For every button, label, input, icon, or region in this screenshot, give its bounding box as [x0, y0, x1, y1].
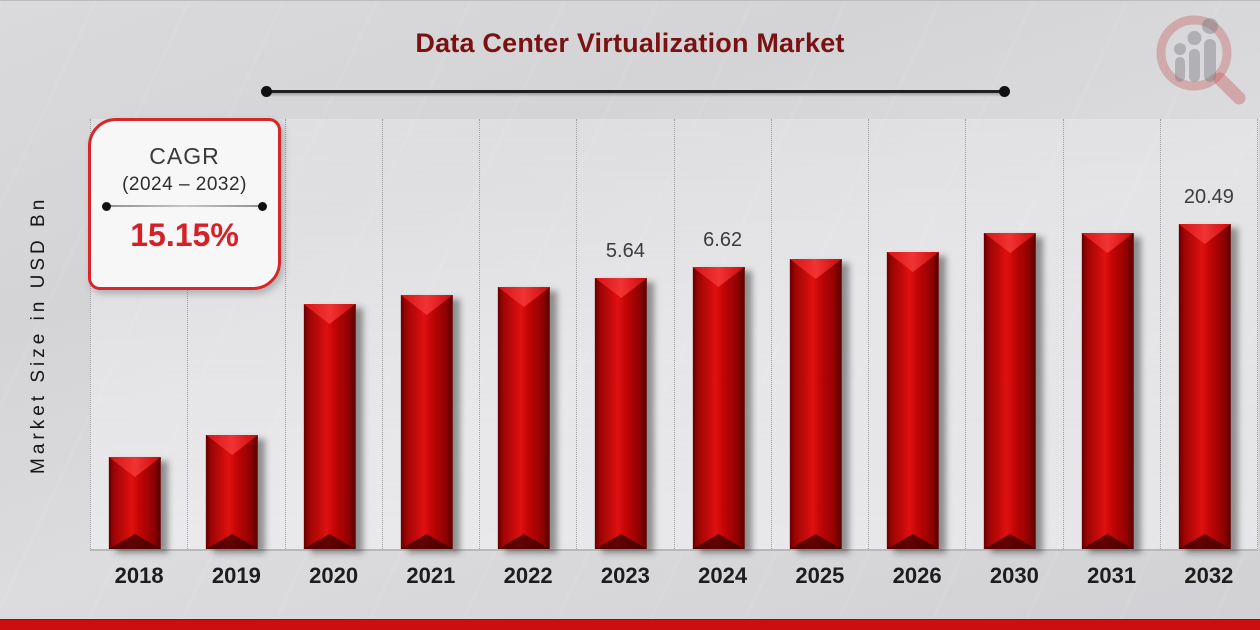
bar-column: 20.49 2032: [1159, 119, 1257, 588]
bar-2031: [1081, 233, 1134, 549]
footer-accent-bar: [0, 619, 1260, 630]
x-axis-tick-label: 2032: [1184, 563, 1234, 588]
bar-2019: [206, 435, 259, 549]
bar-column: 6.62 2024: [673, 119, 771, 588]
cagr-value: 15.15%: [130, 217, 239, 253]
bar-2024: [692, 267, 745, 549]
bar-column: 2026: [868, 119, 965, 588]
cagr-divider: [102, 202, 267, 211]
bar-column: 2030: [965, 119, 1062, 588]
x-axis-tick-label: 2020: [309, 563, 359, 588]
bar-2020: [303, 304, 356, 549]
bar-column: 2020: [284, 119, 382, 588]
x-axis-tick-label: 2019: [211, 563, 261, 588]
x-axis-tick-label: 2021: [406, 563, 456, 588]
x-axis-tick-label: 2022: [503, 563, 553, 588]
plot-area: 2018 2019 2020 2021 2022 5.64 2023 6.62 2024 2025…: [90, 119, 1258, 588]
bar-2018: [108, 457, 161, 549]
bar-column: 2021: [381, 119, 479, 588]
bar-value-label: 20.49: [1183, 186, 1234, 208]
bar-value-label: 5.64: [605, 240, 645, 262]
mrfr-magnifier-chart-logo-icon: [1156, 15, 1246, 105]
x-axis-tick-label: 2026: [892, 563, 942, 588]
x-axis-tick-label: 2031: [1087, 563, 1137, 588]
x-axis-tick-label: 2024: [698, 563, 748, 588]
bar-column: 2019: [187, 119, 284, 588]
bar-2021: [400, 295, 453, 549]
x-axis-tick-label: 2030: [989, 563, 1039, 588]
x-axis-tick-label: 2018: [114, 563, 164, 588]
bar-column: 5.64 2023: [576, 119, 673, 588]
bar-column: 2025: [770, 119, 868, 588]
bar-2032: [1178, 224, 1231, 549]
bar-2026: [886, 252, 939, 549]
bar-column: 2031: [1062, 119, 1160, 588]
bar-2023: [595, 278, 648, 549]
bar-2022: [497, 287, 550, 549]
cagr-label: CAGR: [149, 143, 220, 169]
x-axis-tick-label: 2023: [600, 563, 650, 588]
bar-2030: [984, 233, 1037, 549]
cagr-period: (2024 – 2032): [122, 174, 247, 195]
bar-2025: [789, 259, 842, 549]
page-title: Data Center Virtualization Market: [415, 28, 845, 58]
bar-value-label: 6.62: [703, 229, 743, 251]
title-underline: [261, 86, 1010, 97]
bar-column: 2022: [479, 119, 576, 588]
x-axis-tick-label: 2025: [795, 563, 845, 588]
cagr-card: CAGR (2024 – 2032) 15.15%: [88, 118, 281, 290]
y-axis-title: Market Size in USD Bn: [28, 195, 49, 475]
bar-column: 2018: [90, 119, 187, 588]
